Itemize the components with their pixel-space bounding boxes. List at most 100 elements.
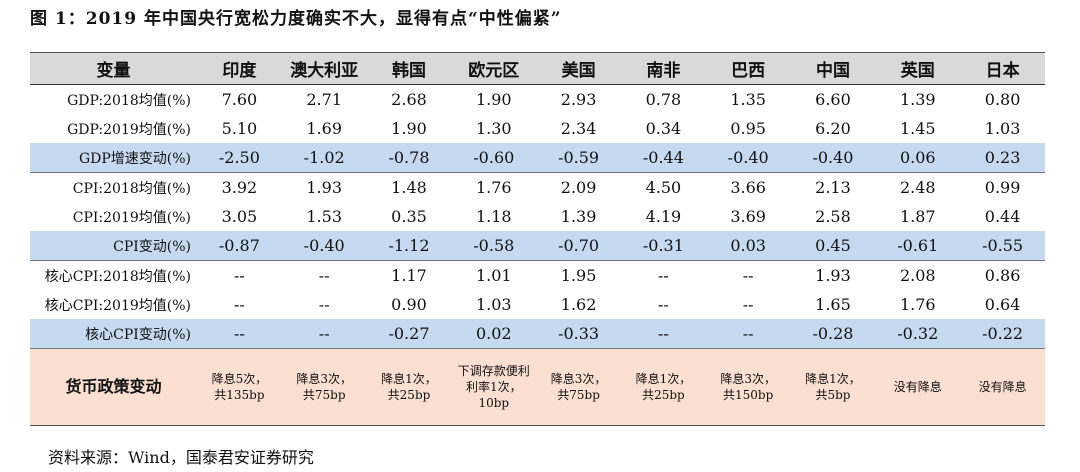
policy-cell: 降息5次， 共135bp [197,348,282,426]
policy-line: 利率1次， [465,380,522,394]
cell: -- [742,266,754,285]
row-label: 核心CPI:2019均值(%) [44,297,191,314]
row-label: GDP:2018均值(%) [67,92,191,109]
row-label: 核心CPI:2018均值(%) [44,268,191,285]
cell: -0.70 [536,231,621,261]
cell: -- [281,319,367,349]
cell: -2.50 [197,143,282,173]
header-cell: 英国 [875,52,961,85]
policy-cell: 没有降息 [960,348,1045,426]
data-table: 变量 印度 澳大利亚 韩国 欧元区 美国 南非 巴西 中国 英国 日本 GDP:2018均值(%) 7… [30,52,1045,426]
cell: -1.02 [281,143,367,173]
policy-line: 共75bp [557,388,600,402]
cell: -- [705,319,791,349]
cell: -0.22 [960,319,1045,349]
cell: 2.93 [560,90,597,109]
policy-cell: 没有降息 [875,348,961,426]
cell: 0.64 [984,295,1021,314]
cell: 5.10 [221,119,258,138]
policy-line: 共5bp [815,388,851,402]
cell: 3.05 [221,207,258,226]
policy-cell: 降息3次， 共75bp [281,348,367,426]
cell: 7.60 [221,90,258,109]
cell: 1.48 [391,178,427,197]
cell: -0.59 [536,143,621,173]
row-label: 核心CPI变动(%) [30,319,197,349]
table-row: 核心CPI:2019均值(%) -- -- 0.90 1.03 1.62 -- -- 1.65 1… [30,290,1045,319]
cell: 0.02 [451,319,537,349]
header-cell: 南非 [620,52,706,85]
cell: 1.35 [730,90,766,109]
cell: 1.39 [560,207,597,226]
table-row: GDP:2019均值(%) 5.10 1.69 1.90 1.30 2.34 0.34 0.9… [30,114,1045,143]
cell: 1.01 [475,266,512,285]
cell: 1.03 [475,295,512,314]
policy-line: 降息3次， [550,372,607,386]
cell: 0.03 [705,231,791,261]
policy-line: 共25bp [387,388,431,402]
cell: 2.08 [899,266,936,285]
cell: 1.76 [899,295,936,314]
cell: 3.69 [730,207,766,226]
header-cell: 美国 [536,52,621,85]
policy-line: 共135bp [214,388,265,402]
cell: -0.87 [197,231,282,261]
policy-line: 没有降息 [893,380,942,394]
policy-line: 下调存款便利 [457,364,530,378]
cell: 3.66 [730,178,766,197]
row-label: CPI:2018均值(%) [72,180,191,197]
policy-cell: 降息1次， 共25bp [366,348,452,426]
policy-cell: 降息3次， 共150bp [705,348,791,426]
policy-line: 降息3次， [720,372,776,386]
cell: 3.92 [221,178,258,197]
policy-line: 降息1次， [805,372,861,386]
cell: -0.61 [875,231,961,261]
policy-cell: 下调存款便利 利率1次， 10bp [451,348,537,426]
cell: 2.48 [899,178,936,197]
table-row: GDP增速变动(%) -2.50 -1.02 -0.78 -0.60 -0.59 -0.44… [30,143,1045,173]
cell: 1.95 [560,266,597,285]
cell: 0.90 [391,295,427,314]
cell: -0.60 [451,143,537,173]
cell: 1.30 [475,119,512,138]
header-cell: 巴西 [705,52,791,85]
cell: 4.50 [645,178,682,197]
header-cell: 日本 [960,52,1045,85]
cell: 1.87 [899,207,936,226]
policy-cell: 降息3次， 共75bp [536,348,621,426]
policy-line: 没有降息 [978,380,1027,394]
policy-line: 共150bp [723,388,774,402]
cell: -- [197,319,282,349]
cell: -- [318,266,330,285]
cell: -0.32 [875,319,961,349]
cell: 6.20 [815,119,851,138]
cell: 0.35 [391,207,427,226]
policy-cell: 降息1次， 共5bp [790,348,876,426]
cell: 1.39 [899,90,936,109]
table-row: GDP:2018均值(%) 7.60 2.71 2.68 1.90 2.93 0.78 1.3… [30,85,1045,115]
cell: 0.45 [790,231,876,261]
policy-line: 降息5次， [211,372,268,386]
cell: 1.90 [475,90,512,109]
header-cell: 印度 [197,52,282,85]
cell: 2.34 [560,119,597,138]
cell: -0.40 [790,143,876,173]
table-row: 核心CPI变动(%) -- -- -0.27 0.02 -0.33 -- -- -0.28 -0.… [30,319,1045,349]
row-label: GDP:2019均值(%) [67,121,191,138]
cell: 2.13 [815,178,851,197]
table-row: 核心CPI:2018均值(%) -- -- 1.17 1.01 1.95 -- -- 1.93 2… [30,261,1045,291]
cell: -0.55 [960,231,1045,261]
policy-cell: 降息1次， 共25bp [620,348,706,426]
cell: -0.40 [281,231,367,261]
cell: 2.09 [560,178,597,197]
cell: 0.78 [645,90,682,109]
table-row: CPI:2018均值(%) 3.92 1.93 1.48 1.76 2.09 4.50 3.6… [30,173,1045,203]
cell: 0.95 [730,119,766,138]
cell: 1.62 [560,295,597,314]
cell: -- [318,295,330,314]
cell: 1.69 [306,119,342,138]
cell: 1.17 [391,266,427,285]
cell: -0.78 [366,143,452,173]
cell: -0.40 [705,143,791,173]
